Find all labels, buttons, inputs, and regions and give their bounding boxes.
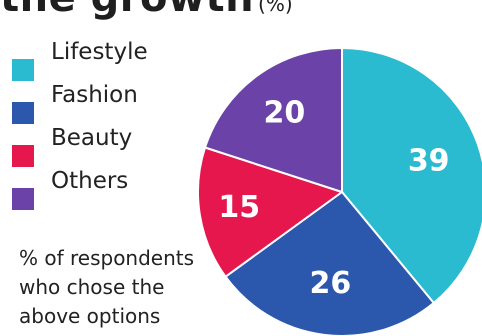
legend-swatch-others <box>12 188 34 210</box>
legend-item-others: Others <box>10 167 200 210</box>
legend: Lifestyle Fashion Beauty Others <box>10 38 200 210</box>
legend-item-beauty: Beauty <box>10 124 200 167</box>
note-line-2: who chose the <box>19 275 165 299</box>
pie-label-others: 20 <box>264 95 306 130</box>
note-line-1: % of respondents <box>19 246 195 270</box>
pie-slice-beauty <box>197 146 343 278</box>
pie-label-beauty: 15 <box>218 190 260 225</box>
chart-unit: (%) <box>258 0 293 16</box>
note-line-3: above options <box>19 304 161 328</box>
pie-slice-fashion <box>224 191 435 336</box>
pie-label-lifestyle: 39 <box>408 143 450 178</box>
legend-label-others: Others <box>51 168 129 194</box>
legend-swatch-lifestyle <box>12 59 34 81</box>
legend-item-fashion: Fashion <box>10 81 200 124</box>
pie-slice-lifestyle <box>341 47 482 304</box>
legend-label-lifestyle: Lifestyle <box>51 39 148 65</box>
respondents-note: % of respondents who chose the above opt… <box>19 244 219 331</box>
legend-swatch-fashion <box>12 102 34 124</box>
chart-title-text: the growth <box>0 0 254 21</box>
legend-label-fashion: Fashion <box>51 82 138 108</box>
legend-item-lifestyle: Lifestyle <box>10 38 200 81</box>
pie-label-fashion: 26 <box>310 266 352 301</box>
pie-slice-others <box>204 47 343 193</box>
legend-label-beauty: Beauty <box>51 125 133 151</box>
chart-title: the growth(%) <box>0 0 293 18</box>
legend-swatch-beauty <box>12 145 34 167</box>
